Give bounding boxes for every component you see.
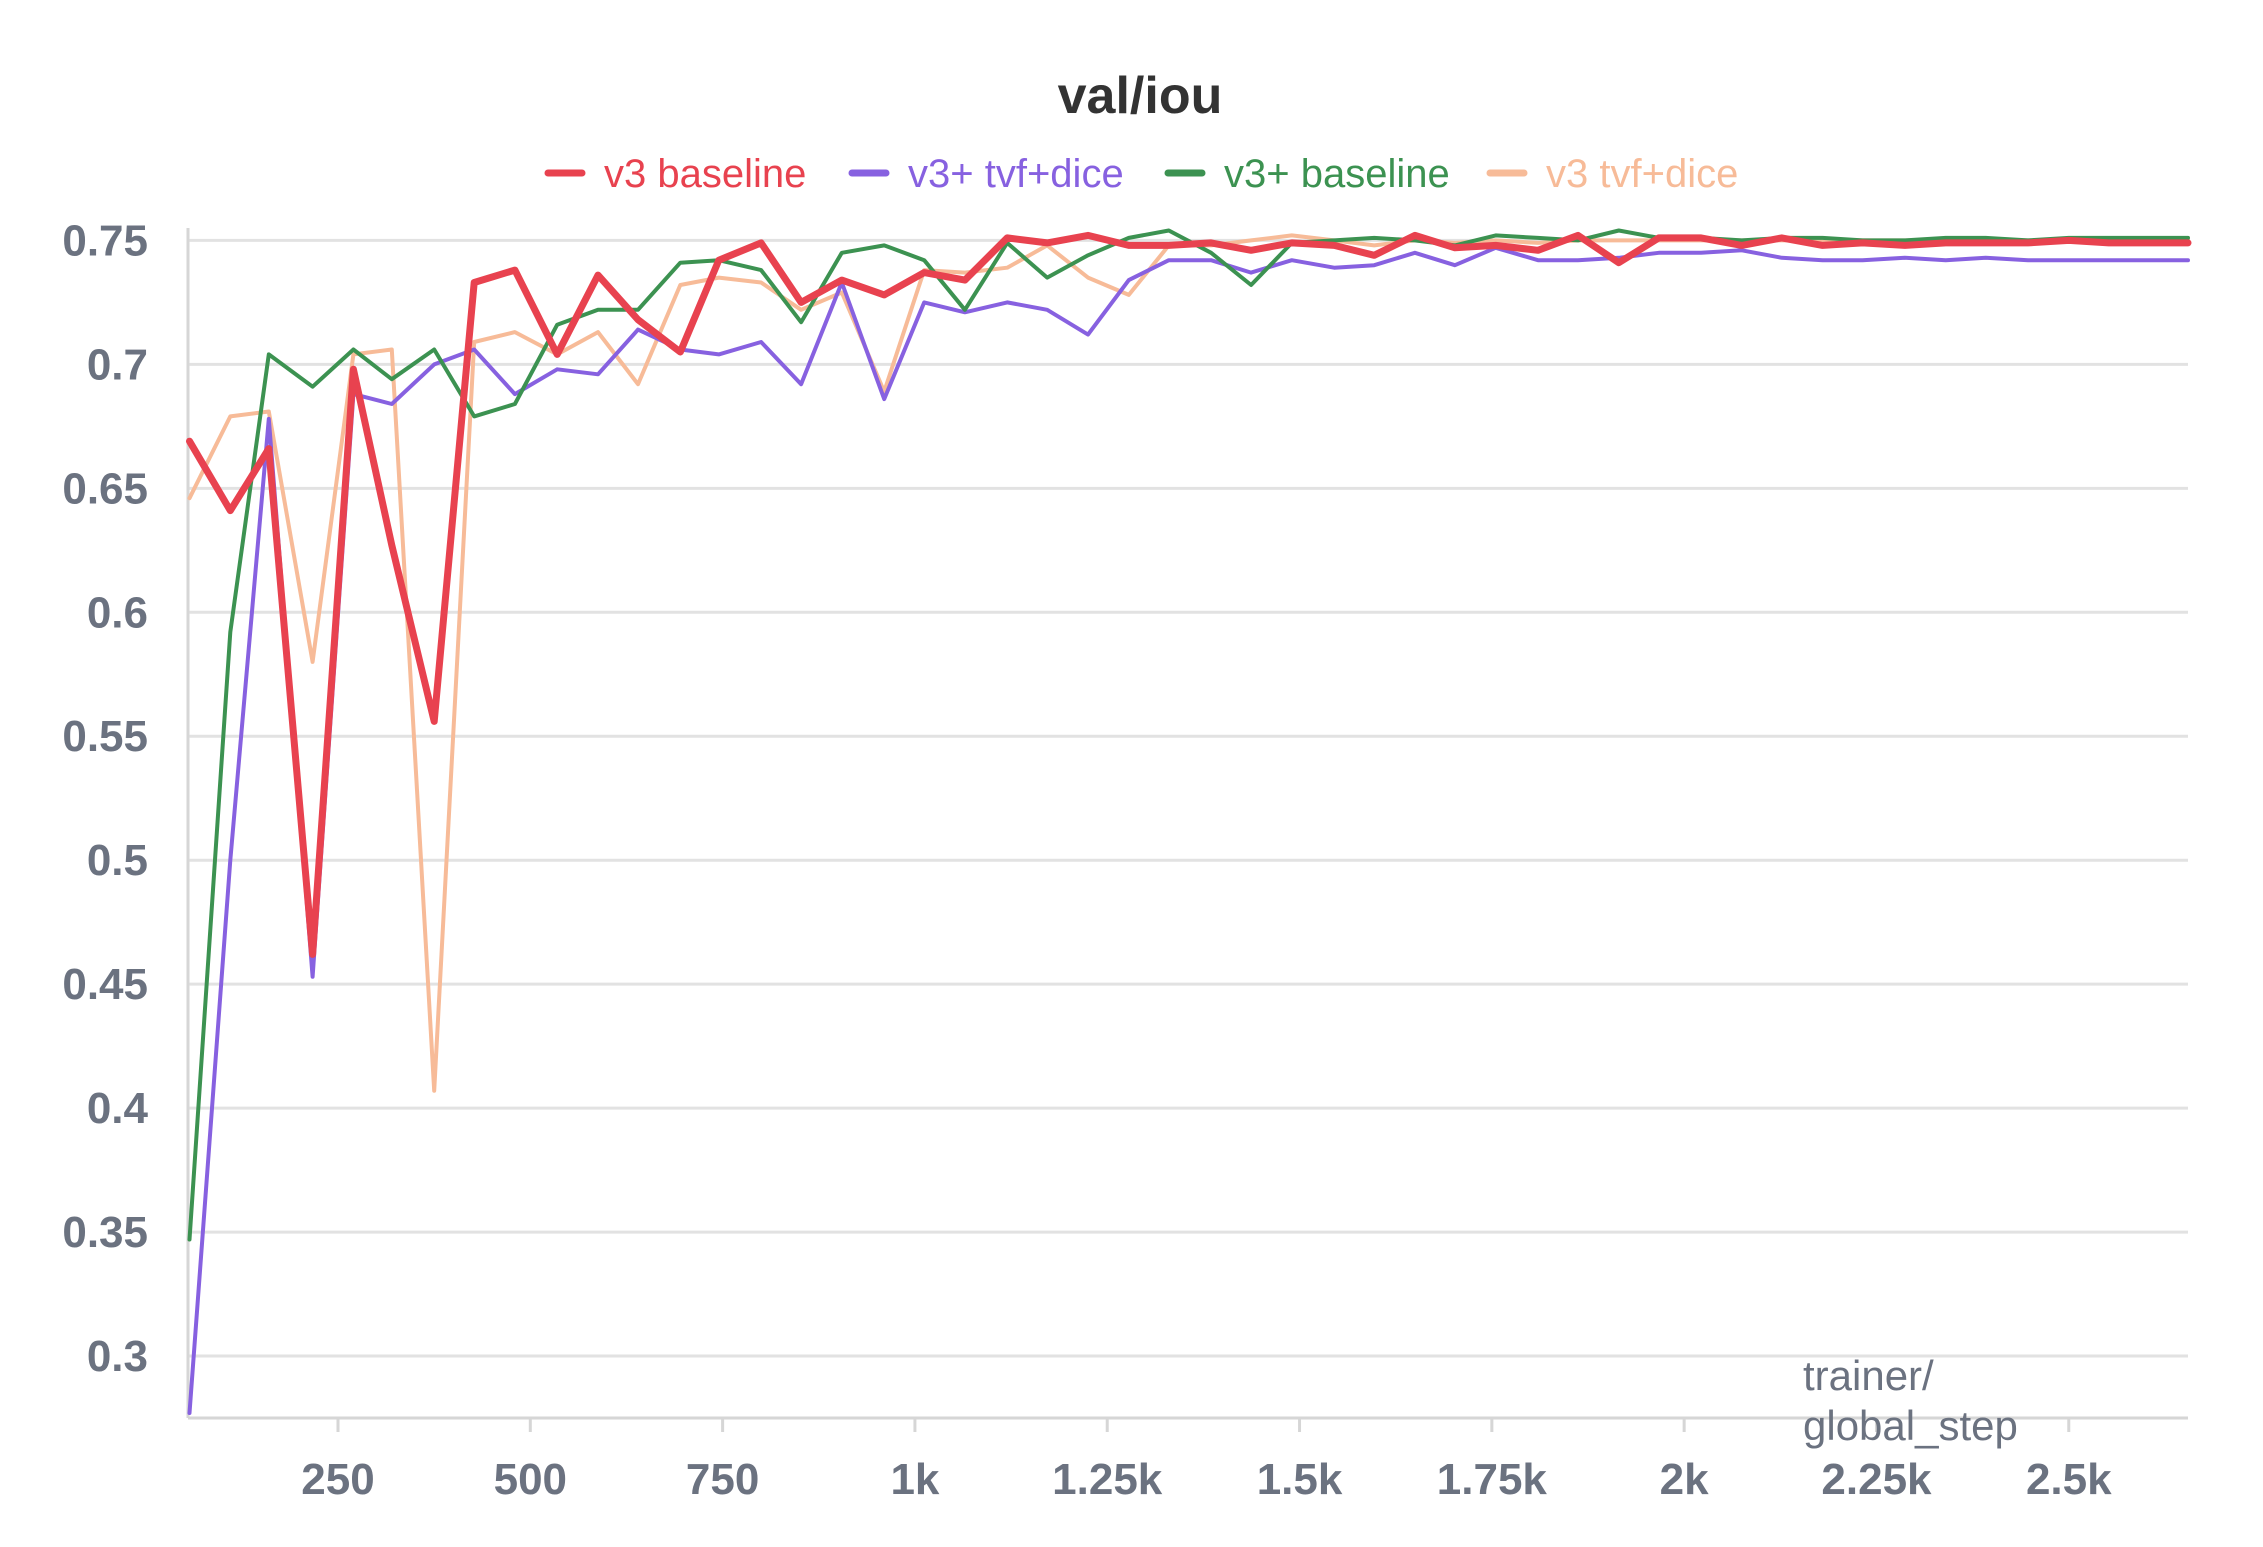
x-axis-title-line-1: trainer/ [1803, 1352, 1934, 1399]
y-tick-label-0-3: 0.3 [87, 1332, 148, 1381]
x-tick-label-2k: 2k [1660, 1455, 1709, 1504]
x-axis-title-line-2: global_step [1803, 1402, 2018, 1449]
y-tick-label-0-55: 0.55 [62, 712, 148, 761]
y-tick-label-0-65: 0.65 [62, 464, 148, 513]
x-axis-title: trainer/ global_step [1803, 1352, 2018, 1449]
legend-item-v3-baseline: v3 baseline [544, 152, 806, 196]
grid-lines [188, 238, 2188, 1358]
y-tick-label-0-5: 0.5 [87, 836, 148, 885]
axes [186, 228, 2188, 1420]
y-tick-label-0-35: 0.35 [62, 1208, 148, 1257]
x-tick-label-1-75k: 1.75k [1437, 1455, 1548, 1504]
y-tick-label-0-7: 0.7 [87, 340, 148, 389]
y-tick-label-0-75: 0.75 [62, 216, 148, 265]
y-tick-label-0-45: 0.45 [62, 960, 148, 1009]
legend: v3 baseline v3+ tvf+dice v3+ baseline v3 tv… [544, 152, 1738, 196]
legend-item-v3-tvf-dice: v3 tvf+dice [1486, 152, 1738, 196]
x-tick-label-750: 750 [686, 1455, 759, 1504]
y-axis-ticks: 0.3 0.35 0.4 0.45 0.5 0.55 0.6 0.65 0.7 0.75 [62, 216, 148, 1381]
legend-label-v3-baseline: v3+ baseline [1224, 152, 1450, 196]
series-line-v3-baseline [186, 231, 2192, 958]
x-tick-label-250: 250 [301, 1455, 374, 1504]
x-tick-label-1-25k: 1.25k [1052, 1455, 1163, 1504]
x-axis-ticks: 250 500 750 1k 1.25k 1.5k 1.75k 2k 2.25k 2.5k [301, 1418, 2112, 1504]
x-tick-label-1k: 1k [890, 1455, 939, 1504]
y-tick-label-0-6: 0.6 [87, 588, 148, 637]
series-line-v3-tvf-dice [187, 245, 2190, 1415]
x-tick-label-2-5k: 2.5k [2026, 1455, 2112, 1504]
legend-item-v3-baseline: v3+ baseline [1164, 152, 1450, 196]
x-tick-label-2-25k: 2.25k [1821, 1455, 1932, 1504]
legend-label-v3-tvf-dice: v3 tvf+dice [1546, 152, 1738, 196]
x-tick-label-1-5k: 1.5k [1257, 1455, 1343, 1504]
legend-item-v3-tvf-dice: v3+ tvf+dice [848, 152, 1124, 196]
y-tick-label-0-4: 0.4 [87, 1084, 149, 1133]
x-tick-label-500: 500 [494, 1455, 567, 1504]
legend-label-v3-baseline: v3 baseline [604, 152, 806, 196]
plot-series [186, 228, 2192, 1415]
chart-title: val/iou [1058, 67, 1223, 125]
legend-label-v3-tvf-dice: v3+ tvf+dice [908, 152, 1124, 196]
